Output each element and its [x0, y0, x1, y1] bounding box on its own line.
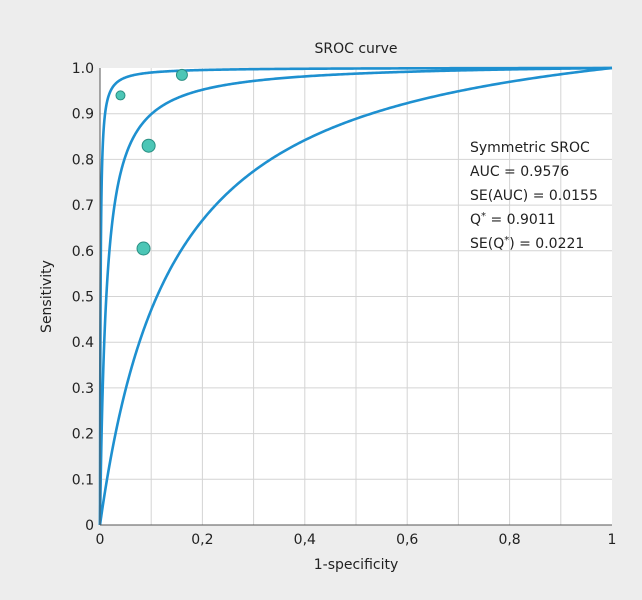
study-point-0 — [115, 90, 126, 101]
tick-labels: 0 0,2 0,4 0,6 0,8 1 0 0.1 0.2 0.3 0.4 0.5 0.6 0.7 0.8 0… — [72, 61, 617, 548]
study-point-2 — [141, 138, 156, 153]
y-tick-label-3: 0.3 — [72, 381, 94, 397]
x-tick-label-2: 0,4 — [294, 532, 316, 548]
y-axis-title: Sensitivity — [39, 260, 55, 333]
y-tick-label-1: 0.1 — [72, 472, 94, 488]
x-axis-title: 1-specificity — [314, 557, 399, 573]
y-tick-label-6: 0.6 — [72, 244, 94, 260]
y-tick-label-10: 1.0 — [72, 61, 94, 77]
axes — [99, 68, 612, 526]
summary-annotation: Symmetric SROC AUC = 0.9576 SE(AUC) = 0.01… — [470, 140, 598, 252]
curves — [98, 66, 613, 527]
study-point-1 — [175, 68, 188, 81]
chart-title: SROC curve — [314, 41, 397, 57]
y-tick-label-5: 0.5 — [72, 290, 94, 306]
x-tick-label-0: 0 — [96, 532, 105, 548]
study-point-3 — [136, 241, 151, 256]
study-points — [115, 68, 188, 256]
annotation-line-0: Symmetric SROC — [470, 140, 590, 156]
sroc-curve-sroc — [98, 66, 613, 527]
x-tick-label-3: 0,6 — [396, 532, 418, 548]
y-tick-label-4: 0.4 — [72, 335, 94, 351]
y-tick-label-0: 0 — [85, 518, 94, 534]
annotation-line-2: SE(AUC) = 0.0155 — [470, 188, 598, 204]
y-tick-label-2: 0.2 — [72, 427, 94, 443]
x-tick-label-5: 1 — [608, 532, 617, 548]
annotation-line-1: AUC = 0.9576 — [470, 164, 569, 180]
x-tick-label-4: 0,8 — [498, 532, 520, 548]
y-tick-label-9: 0.9 — [72, 107, 94, 123]
sroc-curve-upper-bound — [98, 66, 612, 525]
annotation-line-3: Q* = 0.9011 — [470, 211, 556, 228]
annotation-line-4: SE(Q*) = 0.0221 — [470, 235, 584, 252]
x-tick-label-1: 0,2 — [191, 532, 213, 548]
y-tick-label-7: 0.7 — [72, 198, 94, 214]
y-tick-label-8: 0.8 — [72, 152, 94, 168]
grid — [100, 68, 612, 525]
sroc-curve-lower-bound — [98, 66, 613, 527]
